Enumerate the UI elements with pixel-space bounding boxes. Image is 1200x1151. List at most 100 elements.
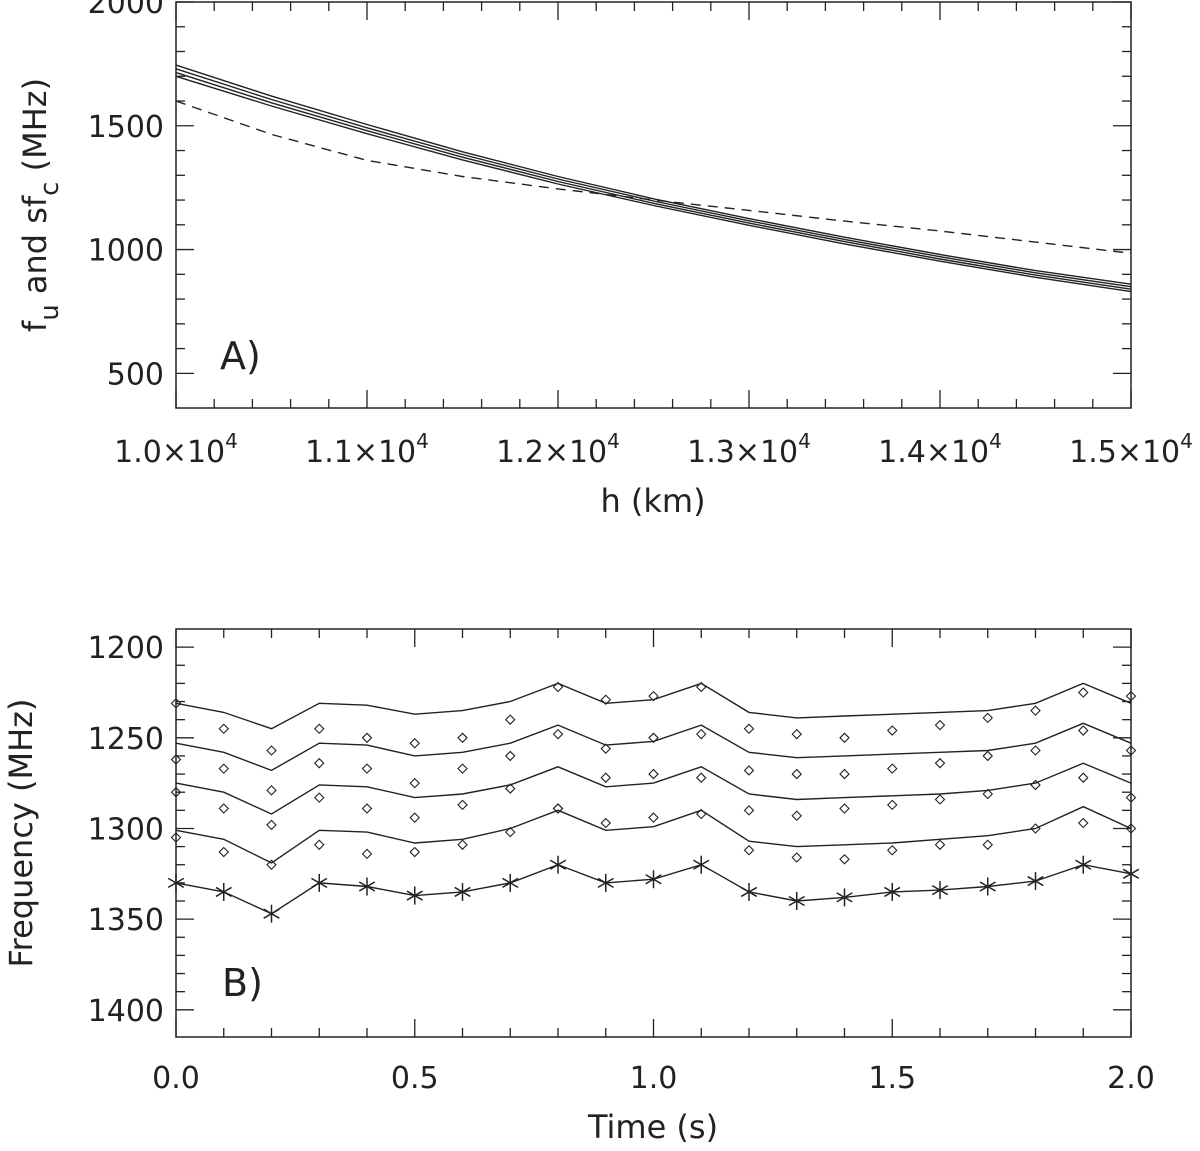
diamond-point [743,723,755,735]
asterisk-stroke [1027,875,1044,887]
asterisk-stroke [979,881,996,892]
y-tick-label: 1400 [88,994,164,1029]
x-tick-label-base: 1.1×10 [305,435,416,470]
x-tick-label: 1.0×104 [114,429,238,470]
diamond-point [266,819,277,831]
diamond-point [600,694,612,705]
diamond-point [313,839,325,851]
diamond-point [886,725,898,736]
series-fu-line [175,64,1132,285]
series-line [175,722,1132,772]
diamond-point [791,810,803,822]
diamond-point [409,777,421,789]
asterisk-stroke [454,886,471,898]
y-tick-label: 500 [107,357,164,392]
x-tick-label-base: 1.2×10 [496,435,607,470]
asterisk-stroke [788,895,805,907]
asterisk-point [693,855,710,874]
diamond-point [648,690,659,702]
asterisk-point [1075,855,1092,874]
series-line [175,805,1132,864]
diamond-point [266,745,277,756]
diamond-point [361,763,373,774]
diamond-point [218,846,230,858]
asterisk-stroke [645,874,662,885]
y-tick-label: 1500 [88,110,164,145]
x-tick-label: 1.1×104 [305,429,429,470]
y-tick-label: 1250 [88,722,164,757]
diamond-point [361,848,373,860]
diamond-point [934,794,946,805]
x-tick-label-base: 1.0×10 [114,435,225,470]
diamond-point [695,772,707,783]
diamond-point [552,681,564,693]
x-tick-label-exponent: 4 [607,429,620,453]
x-tick-label-exponent: 4 [225,429,238,453]
y-tick-label: 1000 [88,234,164,269]
diamond-point [695,728,707,740]
diamond-point [600,817,612,829]
diamond-point [934,839,946,851]
asterisk-stroke [263,908,280,919]
diamond-point [1077,725,1089,736]
diamond-point [982,839,994,851]
asterisk-point [454,882,471,901]
asterisk-point [836,888,853,907]
y-axis-title: fu and sfc (MHz) [16,78,65,332]
x-tick-label: 1.2×104 [496,429,620,470]
y-axis-title-part: and sf [16,195,54,304]
asterisk-point [645,870,662,889]
plot-frame [175,1,1132,409]
asterisk-point [406,886,423,905]
diamond-point [218,803,230,814]
diamond-point [457,799,468,811]
asterisk-stroke [884,886,901,898]
asterisk-stroke [549,859,567,870]
diamond-point [504,714,516,725]
diamond-point [934,719,946,731]
asterisk-point [788,892,805,910]
x-tick-label-exponent: 4 [989,429,1002,453]
x-tick-label: 1.4×104 [878,429,1002,470]
diamond-point [791,728,803,740]
diamond-point [934,757,946,769]
diamond-point [600,743,612,754]
diamond-point [886,799,898,811]
x-tick-label: 2.0 [1107,1061,1155,1096]
asterisk-point [597,873,614,892]
series-fu-line [175,68,1132,288]
x-tick-label: 0.5 [391,1061,439,1096]
diamond-point [1030,705,1041,716]
asterisk-stroke [693,859,710,870]
diamond-point [457,732,468,744]
asterisk-stroke [406,890,423,901]
diamond-point [361,803,373,814]
diamond-point [504,783,516,794]
series-line [175,762,1132,815]
diamond-point [504,826,516,838]
diamond-point [982,788,994,800]
asterisk-stroke [215,886,232,898]
asterisk-point [263,904,280,923]
diamond-point [409,737,421,749]
panel-b: 1200 1250 1300 1350 1400 0.0 0.5 1.0 1.5 2.0 B) Tim… [2,628,1155,1146]
asterisk-point [884,882,901,901]
diamond-point [409,846,421,858]
diamond-point [457,763,468,774]
x-axis-title: h (km) [600,482,705,520]
diamond-point [409,812,421,823]
asterisk-point [215,882,232,901]
x-axis-title: Time (s) [587,1108,718,1146]
diamond-point [313,757,325,769]
diamond-point [218,763,230,774]
y-axis-title-subscript: c [35,182,65,196]
plot-frame [175,628,1132,1038]
diamond-point [839,768,850,780]
diamond-point [839,854,850,865]
asterisk-point [502,873,519,892]
diamond-point [648,768,659,780]
x-tick-label-base: 1.4×10 [878,435,989,470]
asterisk-point [740,882,758,901]
asterisk-stroke [311,877,328,889]
